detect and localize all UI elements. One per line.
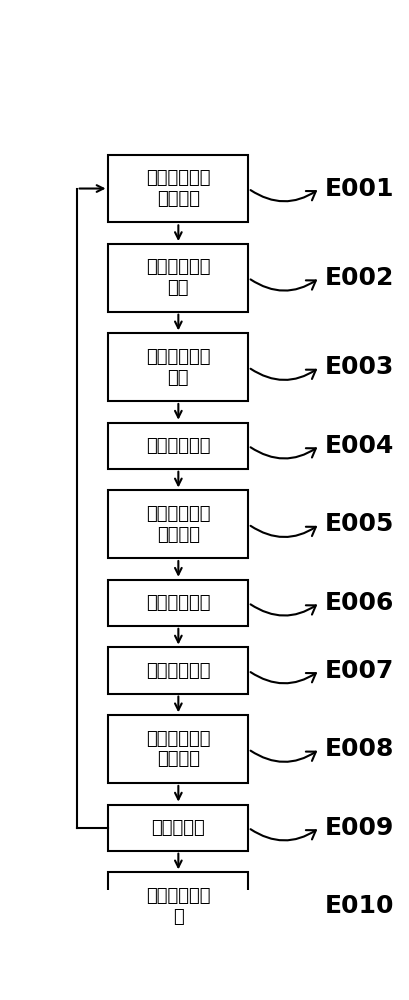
Text: 估计车辆实际
状态: 估计车辆实际 状态	[146, 348, 210, 387]
Bar	[108, 244, 247, 312]
Text: 计算寄生功率: 计算寄生功率	[146, 594, 210, 612]
Text: E002: E002	[324, 266, 393, 290]
Text: E005: E005	[324, 512, 393, 536]
Bar	[108, 155, 247, 222]
Text: E003: E003	[324, 355, 393, 379]
FancyArrowPatch shape	[250, 604, 315, 616]
Text: 求解最优转矩
分配集合: 求解最优转矩 分配集合	[146, 730, 210, 768]
Text: 存储最优解: 存储最优解	[151, 819, 205, 837]
Text: 获得误差状态: 获得误差状态	[146, 437, 210, 455]
Bar	[108, 580, 247, 626]
Text: E007: E007	[324, 659, 393, 683]
FancyArrowPatch shape	[250, 829, 315, 840]
Text: 采集来自传感
器的信号: 采集来自传感 器的信号	[146, 169, 210, 208]
FancyArrowPatch shape	[250, 672, 315, 683]
FancyArrowPatch shape	[250, 279, 315, 291]
FancyArrowPatch shape	[250, 526, 315, 537]
Text: E001: E001	[324, 177, 393, 201]
FancyArrowPatch shape	[250, 190, 315, 201]
FancyArrowPatch shape	[250, 369, 315, 380]
Bar	[108, 490, 247, 558]
Bar	[108, 805, 247, 851]
Bar	[108, 872, 247, 940]
Text: E006: E006	[324, 591, 393, 615]
Text: 计算车辆期望
状态: 计算车辆期望 状态	[146, 258, 210, 297]
Bar	[108, 715, 247, 783]
Text: 构建代价函数: 构建代价函数	[146, 662, 210, 680]
Bar	[108, 423, 247, 469]
Text: E010: E010	[324, 894, 393, 918]
Text: E004: E004	[324, 434, 393, 458]
FancyArrowPatch shape	[250, 751, 315, 762]
Text: 融合估计车辆
质心速度: 融合估计车辆 质心速度	[146, 505, 210, 544]
Bar	[108, 333, 247, 401]
Text: 实际使用最优
解: 实际使用最优 解	[146, 887, 210, 926]
FancyArrowPatch shape	[250, 908, 315, 919]
Text: E008: E008	[324, 737, 393, 761]
Bar	[108, 647, 247, 694]
Text: E009: E009	[324, 816, 393, 840]
FancyArrowPatch shape	[250, 447, 315, 458]
